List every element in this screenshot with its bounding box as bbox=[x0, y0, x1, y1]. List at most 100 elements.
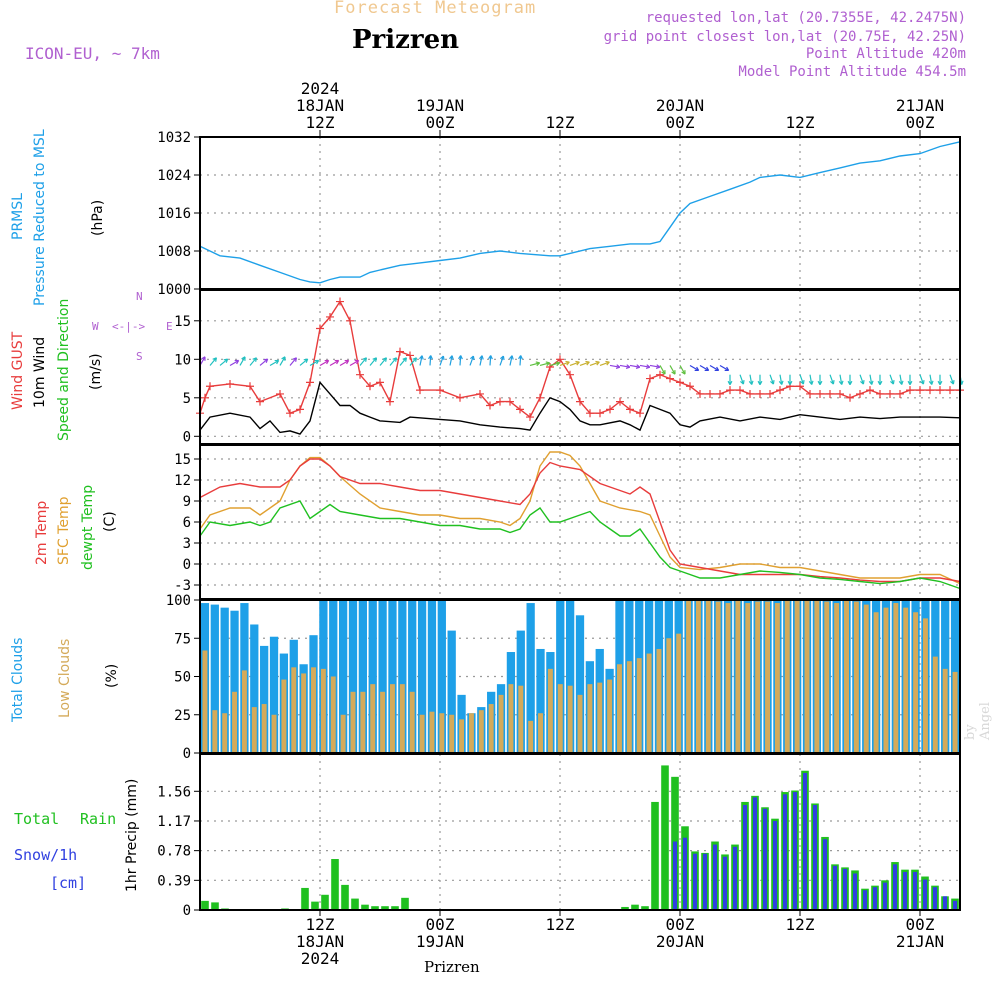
wind-direction-arrowhead bbox=[223, 358, 229, 363]
wind-direction-arrow bbox=[579, 361, 590, 367]
time-label-top: 12Z bbox=[546, 113, 575, 132]
low-clouds-bar bbox=[518, 685, 524, 753]
wind-direction-arrowhead bbox=[595, 360, 600, 366]
time-label-bottom: 00Z bbox=[426, 915, 455, 934]
low-clouds-bar bbox=[399, 684, 405, 753]
snow-bar bbox=[883, 882, 887, 910]
wind-gust-marker bbox=[576, 397, 584, 406]
low-clouds-bar bbox=[212, 710, 218, 753]
wind-direction-arrowhead bbox=[898, 380, 904, 385]
grid-point-coords: grid point closest lon,lat (20.75E, 42.2… bbox=[603, 29, 966, 45]
wind-direction-arrow bbox=[229, 359, 239, 366]
snow-bar bbox=[863, 890, 867, 910]
wind-direction-arrow bbox=[389, 357, 397, 366]
total-clouds-bar bbox=[526, 603, 535, 753]
wind-direction-arrow bbox=[359, 357, 367, 366]
rain-bar bbox=[401, 897, 409, 910]
snow-bar bbox=[873, 887, 877, 910]
wind-direction-arrowhead bbox=[671, 370, 676, 375]
wind-gust-marker bbox=[706, 389, 714, 398]
wind-gust-marker bbox=[296, 405, 304, 414]
wind-direction-arrow bbox=[659, 365, 666, 375]
low-clouds-bar bbox=[844, 600, 849, 753]
wind-direction-arrowhead bbox=[808, 380, 814, 385]
time-label-bottom: 00Z bbox=[906, 915, 935, 934]
rain-bar bbox=[201, 900, 209, 910]
wind-compass-label: E bbox=[166, 320, 173, 333]
wind-gust-marker bbox=[256, 397, 264, 406]
wind-direction-arrow bbox=[619, 364, 630, 368]
low-clouds-bar bbox=[646, 653, 652, 753]
low-clouds-bar bbox=[350, 691, 356, 753]
wind-gust-marker bbox=[926, 386, 934, 395]
wind-direction-arrowhead bbox=[392, 357, 398, 362]
label-layer: 10001008101610241032051015-3036912150255… bbox=[92, 79, 944, 968]
wind-direction-arrowhead bbox=[770, 380, 775, 385]
time-label-bottom: 12Z bbox=[546, 915, 575, 934]
rain-bar bbox=[331, 859, 339, 910]
wind-direction-arrowhead bbox=[625, 364, 631, 370]
wind-direction-arrowhead bbox=[372, 357, 378, 362]
wind-direction-arrowhead bbox=[354, 359, 360, 365]
total-clouds-bar bbox=[556, 600, 565, 753]
time-label-top: 12Z bbox=[786, 113, 815, 132]
low-clouds-bar bbox=[419, 714, 425, 753]
wind-gust-marker bbox=[586, 409, 594, 418]
wind-direction-arrowhead bbox=[382, 357, 388, 362]
total-clouds-bar bbox=[260, 645, 269, 753]
pressure-series-line bbox=[199, 141, 961, 284]
wind-direction-arrow bbox=[649, 364, 660, 368]
y-tick-label: 75 bbox=[174, 631, 191, 647]
wind-direction-arrowhead bbox=[292, 357, 298, 362]
low-clouds-bar bbox=[686, 600, 692, 753]
wind-direction-arrowhead bbox=[645, 364, 651, 370]
wind-gust-marker bbox=[716, 389, 724, 398]
wind-direction-arrowhead bbox=[907, 380, 913, 385]
low-clouds-bar bbox=[903, 607, 909, 753]
wind-direction-arrowhead bbox=[234, 359, 240, 365]
low-clouds-bar bbox=[360, 691, 366, 753]
low-clouds-bar bbox=[241, 670, 247, 753]
low-clouds-bar bbox=[597, 682, 603, 753]
wind-direction-arrow bbox=[769, 374, 774, 385]
wind-direction-arrowhead bbox=[860, 380, 865, 385]
low-clouds-bar bbox=[804, 600, 810, 753]
total-clouds-bar bbox=[378, 600, 387, 753]
low-clouds-bar bbox=[478, 710, 484, 753]
low-clouds-bar bbox=[695, 600, 701, 753]
total-clouds-bar bbox=[447, 630, 456, 753]
total-clouds-bar bbox=[437, 600, 446, 753]
wind-direction-arrow bbox=[809, 374, 813, 385]
total-clouds-bar bbox=[269, 636, 279, 753]
wind-direction-arrow bbox=[859, 374, 864, 385]
wind-direction-arrowhead bbox=[920, 380, 925, 385]
wind-direction-arrow bbox=[399, 357, 407, 366]
y-tick-label: 25 bbox=[174, 708, 191, 724]
wind-direction-arrowhead bbox=[314, 359, 320, 365]
wind-gust-marker bbox=[846, 393, 854, 402]
wind-direction-arrow bbox=[249, 357, 257, 366]
wind-gust-marker bbox=[936, 386, 944, 395]
snow-bar bbox=[733, 846, 737, 910]
low-clouds-bar bbox=[311, 667, 316, 753]
low-clouds-bar bbox=[538, 713, 543, 753]
total-clouds-bar bbox=[427, 600, 437, 753]
wind-direction-arrow bbox=[339, 359, 349, 366]
wind-gust-marker bbox=[416, 386, 424, 395]
wind-gust-marker bbox=[756, 389, 764, 398]
total-clouds-bar bbox=[575, 615, 585, 753]
wind-direction-arrowhead bbox=[868, 380, 874, 385]
wind-direction-arrowhead bbox=[334, 359, 340, 365]
wind-direction-arrowhead bbox=[509, 355, 514, 360]
wind-gust-marker bbox=[606, 405, 614, 414]
t2m-series-line bbox=[199, 458, 961, 583]
total-clouds-bar bbox=[348, 600, 358, 753]
data-layer bbox=[196, 141, 964, 910]
precip-label-snow: Snow/1h bbox=[14, 846, 78, 864]
low-clouds-bar bbox=[488, 704, 494, 753]
wind-direction-arrow bbox=[919, 374, 924, 385]
wind-direction-arrow bbox=[739, 374, 744, 385]
wind-direction-arrow bbox=[369, 357, 377, 366]
wind-direction-arrowhead bbox=[714, 366, 720, 372]
low-clouds-bar bbox=[755, 601, 761, 753]
